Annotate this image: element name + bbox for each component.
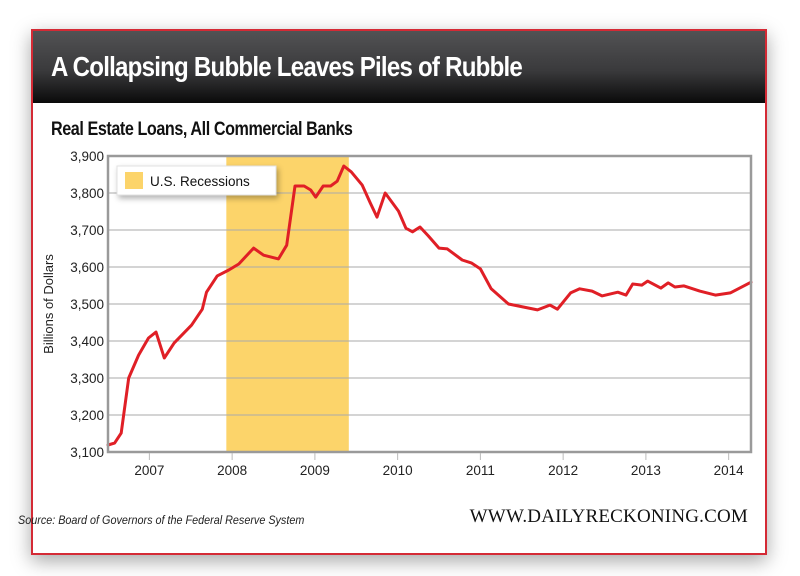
website-credit: WWW.DAILYRECKONING.COM bbox=[469, 506, 748, 527]
x-tick-label: 2014 bbox=[714, 463, 745, 478]
y-tick-label: 3,300 bbox=[70, 371, 104, 386]
x-tick-label: 2009 bbox=[300, 463, 330, 478]
y-tick-label: 3,500 bbox=[70, 297, 104, 312]
plot-frame bbox=[106, 154, 753, 454]
y-tick-label: 3,100 bbox=[70, 445, 104, 460]
x-tick-label: 2010 bbox=[383, 463, 413, 478]
x-tick-label: 2013 bbox=[631, 463, 661, 478]
y-axis-label: Billions of Dollars bbox=[41, 254, 56, 354]
y-tick-label: 3,600 bbox=[70, 260, 104, 275]
series-line bbox=[106, 164, 753, 447]
header-title: A Collapsing Bubble Leaves Piles of Rubb… bbox=[51, 51, 523, 82]
legend-swatch-recession bbox=[125, 172, 143, 189]
series-layer bbox=[106, 164, 753, 447]
chart-title: Real Estate Loans, All Commercial Banks bbox=[51, 119, 353, 140]
plot-border bbox=[106, 154, 753, 454]
y-tick-label: 3,700 bbox=[70, 223, 104, 238]
y-tick-label: 3,900 bbox=[70, 149, 104, 164]
legend-label-recession: U.S. Recessions bbox=[150, 174, 250, 189]
y-tick-labels: 3,100 3,200 3,300 3,400 3,500 3,600 3,700 3,800… bbox=[70, 149, 104, 460]
x-tick-label: 2007 bbox=[134, 463, 164, 478]
legend-box bbox=[116, 165, 277, 196]
header-banner: A Collapsing Bubble Leaves Piles of Rubb… bbox=[33, 31, 765, 103]
y-tick-label: 3,800 bbox=[70, 186, 104, 201]
chart-card: A Collapsing Bubble Leaves Piles of Rubb… bbox=[31, 29, 767, 555]
y-tick-label: 3,200 bbox=[70, 408, 104, 423]
x-tick-labels: 2007 2008 2009 2010 2011 2012 2013 2014 bbox=[134, 453, 744, 478]
legend: U.S. Recessions bbox=[116, 165, 277, 196]
y-tick-label: 3,400 bbox=[70, 334, 104, 349]
x-tick-label: 2008 bbox=[217, 463, 247, 478]
x-tick-label: 2011 bbox=[466, 463, 495, 478]
source-note: Source: Board of Governors of the Federa… bbox=[18, 513, 305, 527]
x-tick-label: 2012 bbox=[548, 463, 578, 478]
